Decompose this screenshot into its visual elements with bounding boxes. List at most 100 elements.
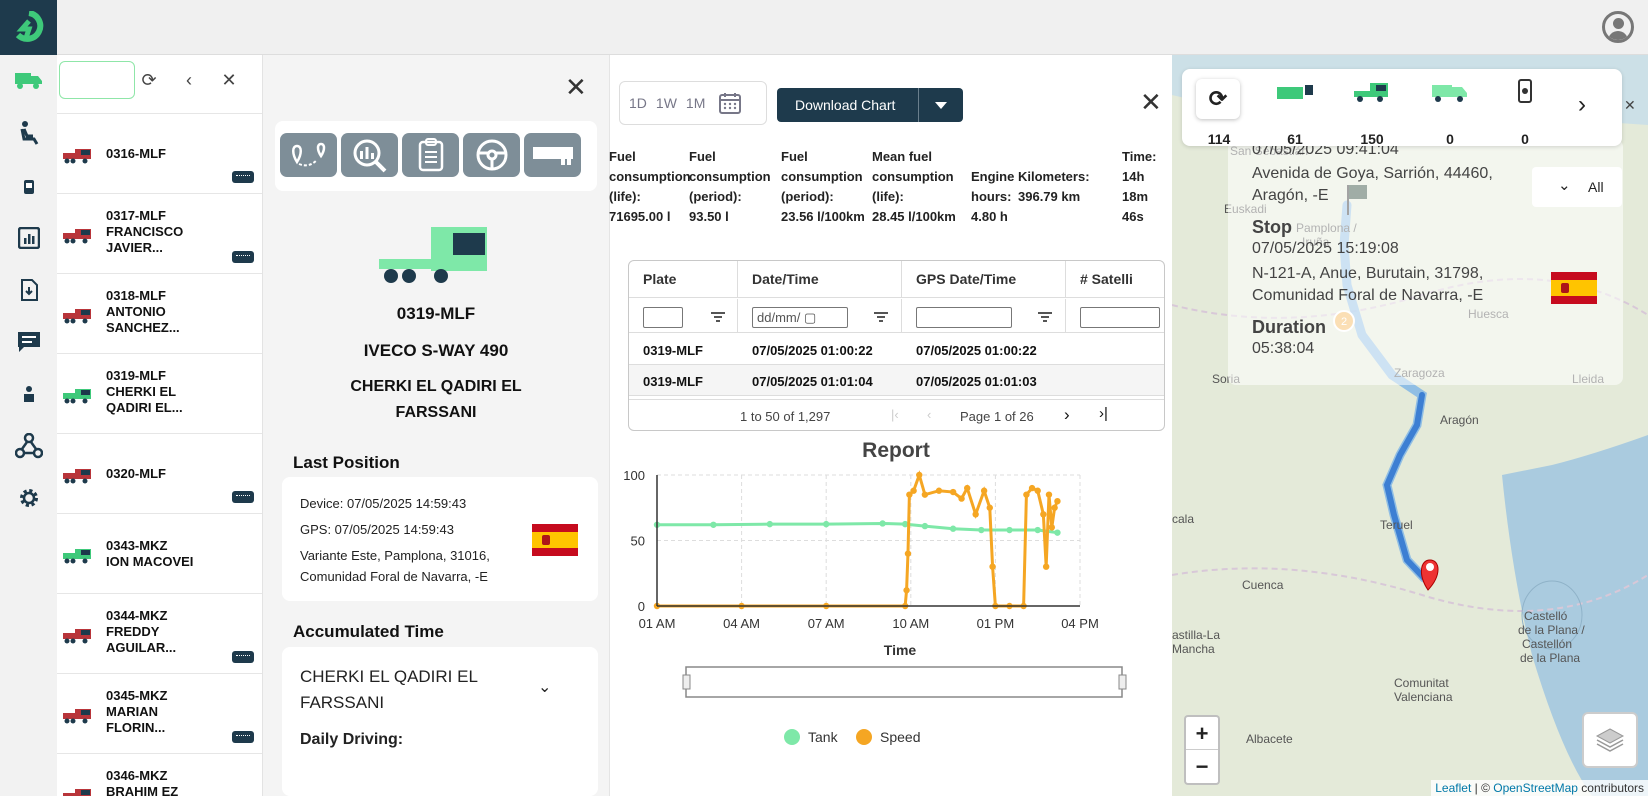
filter-icon[interactable] bbox=[711, 312, 725, 322]
chevron-left-icon[interactable]: ‹ bbox=[186, 69, 192, 90]
nav-network-icon[interactable] bbox=[0, 426, 57, 466]
app-logo[interactable] bbox=[0, 0, 57, 55]
legend-label[interactable]: Tank bbox=[808, 729, 839, 745]
zoom-in-button[interactable]: + bbox=[1186, 717, 1218, 750]
dropdown-caret-icon[interactable] bbox=[935, 102, 947, 109]
data-point[interactable] bbox=[1040, 511, 1047, 518]
data-point[interactable] bbox=[1034, 526, 1041, 534]
list-item[interactable]: 0346-MKZ BRAHIM EZ bbox=[57, 754, 262, 796]
col-header-plate[interactable]: Plate bbox=[629, 261, 738, 298]
filter-icon[interactable] bbox=[874, 312, 888, 322]
table-row[interactable]: 0319-MLF 07/05/2025 01:00:22 07/05/2025 … bbox=[629, 334, 1164, 365]
data-point[interactable] bbox=[949, 488, 957, 496]
data-point[interactable] bbox=[904, 550, 912, 557]
analytics-tab-icon[interactable] bbox=[341, 133, 398, 177]
status-moving-button[interactable]: 61 bbox=[1270, 79, 1320, 147]
map-panel[interactable]: 2 San SebastiánEuskadiPamplona /IruñaHue… bbox=[1172, 55, 1648, 796]
data-point[interactable] bbox=[1006, 526, 1013, 534]
nav-person-icon[interactable] bbox=[0, 374, 57, 414]
legend-marker-speed[interactable] bbox=[856, 729, 872, 745]
detail-close-icon[interactable]: ✕ bbox=[565, 72, 587, 102]
range-handle-left[interactable] bbox=[682, 674, 691, 690]
table-row[interactable]: 0319-MLF 07/05/2025 01:01:04 07/05/2025 … bbox=[629, 365, 1164, 396]
toolbar-close-icon[interactable]: ✕ bbox=[1624, 97, 1636, 113]
last-page-icon[interactable]: ›| bbox=[1099, 405, 1108, 422]
data-point[interactable] bbox=[1054, 529, 1061, 536]
data-point[interactable] bbox=[989, 563, 996, 570]
status-on-button[interactable]: 150 bbox=[1347, 79, 1397, 147]
next-page-icon[interactable]: › bbox=[1064, 405, 1070, 424]
prev-page-icon[interactable]: ‹ bbox=[927, 407, 932, 422]
list-item[interactable]: 0345-MKZ MARIAN FLORIN... bbox=[57, 674, 262, 754]
nav-driver-icon[interactable] bbox=[0, 113, 57, 153]
steering-wheel-tab-icon[interactable] bbox=[463, 133, 520, 177]
filter-plate-input[interactable] bbox=[643, 307, 683, 328]
first-page-icon[interactable]: |‹ bbox=[891, 407, 899, 422]
status-idle-button[interactable]: 0 bbox=[1425, 79, 1475, 147]
status-device-button[interactable]: 0 bbox=[1500, 79, 1550, 147]
clipboard-tab-icon[interactable] bbox=[402, 133, 459, 177]
data-point[interactable] bbox=[1051, 504, 1058, 511]
col-header-datetime[interactable]: Date/Time bbox=[738, 261, 902, 298]
data-point[interactable] bbox=[1054, 498, 1061, 505]
zoom-out-button[interactable]: − bbox=[1195, 754, 1209, 779]
list-item[interactable]: 0316-MLF bbox=[57, 114, 262, 194]
data-point[interactable] bbox=[921, 491, 929, 498]
list-item[interactable]: 0320-MLF bbox=[57, 434, 262, 514]
list-item[interactable]: 0319-MLF CHERKI EL QADIRI EL... bbox=[57, 354, 262, 434]
range-handle-right[interactable] bbox=[1118, 674, 1127, 690]
period-1w[interactable]: 1W bbox=[655, 95, 677, 111]
data-point[interactable] bbox=[766, 520, 773, 528]
filter-satellites-input[interactable] bbox=[1080, 307, 1160, 328]
data-point[interactable] bbox=[910, 487, 917, 494]
data-point[interactable] bbox=[1023, 491, 1030, 498]
nav-vehicles-icon[interactable] bbox=[0, 60, 57, 100]
osm-link[interactable]: OpenStreetMap bbox=[1493, 781, 1578, 795]
period-1m[interactable]: 1M bbox=[685, 95, 706, 111]
list-item[interactable]: 0318-MLF ANTONIO SANCHEZ... bbox=[57, 274, 262, 354]
range-navigator[interactable] bbox=[685, 666, 1123, 698]
leaflet-link[interactable]: Leaflet bbox=[1435, 781, 1472, 795]
nav-document-icon[interactable] bbox=[0, 270, 57, 310]
data-point[interactable] bbox=[972, 511, 979, 518]
filter-date-input[interactable]: dd/mm/ ▢ bbox=[752, 307, 848, 328]
data-point[interactable] bbox=[901, 520, 909, 528]
filter-gps-input[interactable] bbox=[916, 307, 1012, 328]
route-tab-icon[interactable] bbox=[280, 133, 337, 177]
period-1d[interactable]: 1D bbox=[629, 95, 647, 111]
data-point[interactable] bbox=[1048, 524, 1055, 531]
col-header-gps-datetime[interactable]: GPS Date/Time bbox=[902, 261, 1066, 298]
data-point[interactable] bbox=[986, 504, 993, 511]
data-point[interactable] bbox=[710, 521, 717, 528]
filter-icon[interactable] bbox=[1038, 312, 1052, 322]
legend-label[interactable]: Speed bbox=[880, 729, 920, 745]
vehicle-search-input[interactable] bbox=[59, 61, 135, 99]
data-point[interactable] bbox=[958, 495, 965, 502]
data-point[interactable] bbox=[879, 520, 886, 527]
data-point[interactable] bbox=[906, 491, 913, 498]
legend-marker-tank[interactable] bbox=[784, 729, 800, 745]
chevron-down-icon[interactable]: ⌄ bbox=[538, 679, 552, 696]
list-item[interactable]: 0344-MKZ FREDDY AGUILAR... bbox=[57, 594, 262, 674]
download-chart-button[interactable]: Download Chart bbox=[777, 88, 963, 122]
data-point[interactable] bbox=[921, 522, 929, 530]
data-point[interactable] bbox=[823, 520, 830, 528]
list-item[interactable]: 0317-MLF FRANCISCO JAVIER... bbox=[57, 194, 262, 274]
data-point[interactable] bbox=[1034, 487, 1041, 494]
analytics-close-icon[interactable]: ✕ bbox=[1140, 87, 1162, 117]
nav-settings-gear-icon[interactable] bbox=[0, 478, 57, 518]
col-header-satellites[interactable]: # Satelli bbox=[1066, 261, 1164, 298]
data-point[interactable] bbox=[916, 471, 923, 479]
nav-device-icon[interactable] bbox=[0, 167, 57, 207]
data-point[interactable] bbox=[964, 484, 971, 492]
accumulated-time-card[interactable]: CHERKI EL QADIRI EL FARSSANI ⌄ Daily Dri… bbox=[282, 647, 598, 796]
refresh-icon[interactable]: ⟳ bbox=[141, 69, 157, 90]
list-item[interactable]: 0343-MKZ ION MACOVEI bbox=[57, 514, 262, 594]
data-point[interactable] bbox=[1042, 563, 1050, 570]
nav-messages-icon[interactable] bbox=[0, 322, 57, 362]
data-point[interactable] bbox=[978, 526, 985, 534]
toolbar-next-icon[interactable]: › bbox=[1578, 91, 1586, 118]
nav-reports-icon[interactable] bbox=[0, 218, 57, 258]
data-point[interactable] bbox=[935, 487, 943, 494]
close-icon[interactable]: ✕ bbox=[221, 69, 237, 90]
